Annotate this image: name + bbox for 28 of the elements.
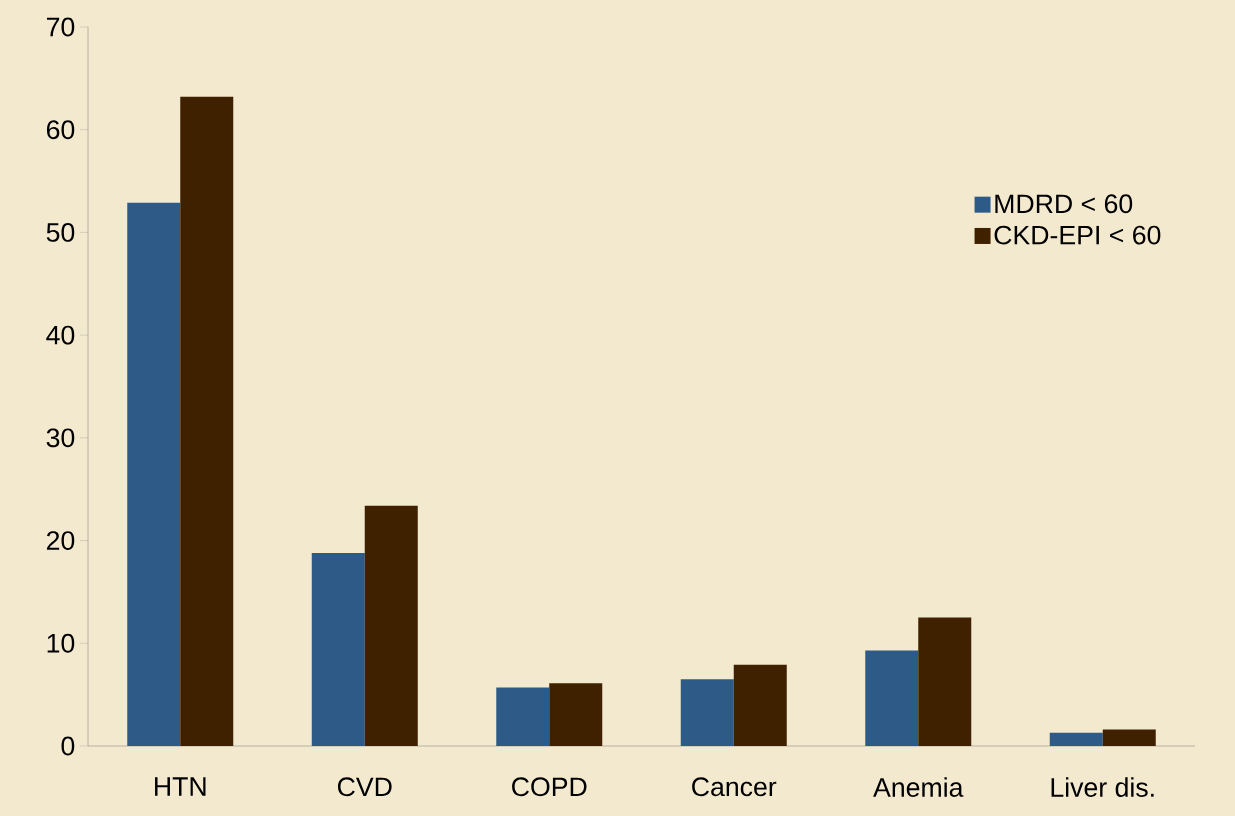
x-tick-label: Anemia [873,777,964,797]
x-tick-label: Liver dis. [1051,777,1154,797]
y-tick-label: 0 [61,736,75,756]
bar [865,650,919,746]
bar [496,687,550,746]
bar [1049,732,1103,746]
bar [364,505,418,746]
bar [680,679,734,746]
bar [311,552,365,746]
bar [1102,729,1156,746]
bar [918,617,972,746]
y-tick-label: 20 [46,531,75,550]
x-tick-label: COPD [512,777,587,797]
bar [180,96,234,746]
y-tick-label: 70 [46,17,75,37]
bar [127,202,181,746]
bar [549,683,603,746]
y-tick-label: 10 [47,633,75,653]
y-tick-label: 50 [46,222,75,242]
legend-label: CKD-EPI < 60 [994,225,1161,245]
y-tick-label: 60 [46,120,75,140]
y-tick-label: 30 [46,428,75,448]
x-tick-label: Cancer [692,777,777,797]
y-tick-label: 40 [46,325,75,345]
x-tick-label: HTN [155,777,206,796]
legend-label: MDRD < 60 [995,194,1133,214]
x-tick-label: CVD [337,777,392,797]
bar [733,664,787,746]
